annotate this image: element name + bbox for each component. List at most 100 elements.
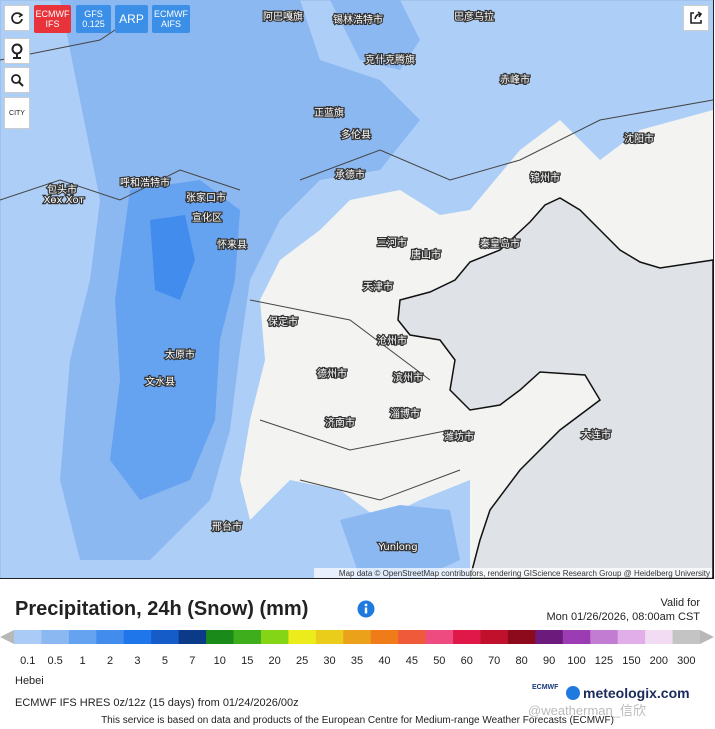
precip-core [150,215,195,300]
legend-swatch [260,630,289,644]
legend-label: 1 [80,655,86,667]
model-button[interactable]: ECMWF AIFS [152,5,190,33]
city-label: 克什克腾旗 [365,53,415,66]
city-label: 沧州市 [377,334,407,347]
city-label: 张家口市 [186,191,226,204]
share-button[interactable] [683,5,709,31]
city-label: 淄博市 [390,407,420,420]
legend-arrow-right [700,630,714,644]
model-button[interactable]: ECMWF IFS [34,5,71,33]
legend-swatch [68,630,97,644]
city-label: Хөх Хот [44,195,85,206]
city-label: 保定市 [268,315,298,328]
legend-label: 50 [433,655,445,667]
legend-label: 0.1 [20,655,35,667]
legend-swatch [507,630,536,644]
legend-swatch [14,630,42,644]
refresh-button[interactable] [4,5,30,31]
legend-label: 7 [189,655,195,667]
city-label: 潍坊市 [444,430,474,443]
city-label: 文水县 [145,375,175,388]
legend-swatch [480,630,509,644]
city-label: 天津市 [363,280,393,293]
brand-icon [566,686,580,700]
legend-swatch [233,630,262,644]
legend-label: 70 [488,655,500,667]
title: Precipitation, 24h (Snow) (mm) [15,598,309,620]
city-label: 阿巴嘎旗 [263,10,303,23]
legend: 0.1 0.5 1 2 3 5 7 10 15 20 25 30 35 40 45 50 60 70 80 90 100… [0,630,714,667]
legend-swatch [590,630,619,644]
zoom-button[interactable] [4,67,30,93]
legend-label: 10 [214,655,226,667]
notice: This service is based on data and produc… [101,715,614,726]
city-label: 锦州市 [530,171,560,184]
legend-label: 150 [622,655,640,667]
city-label: 承德市 [335,168,365,181]
legend-swatch [315,630,344,644]
zoom-icon [11,74,24,87]
precip-heavy [110,180,240,500]
city-label: 唐山市 [411,248,441,261]
legend-label: 100 [567,655,585,667]
legend-label: 35 [351,655,363,667]
city-label: 包头市 [47,183,77,196]
city-label: 宣化区 [192,211,222,224]
legend-label: 25 [296,655,308,667]
region: Hebei [15,675,44,687]
city-label: 正蓝旗 [314,106,344,119]
legend-label: 60 [461,655,473,667]
city-label: 锡林浩特市 [333,13,383,26]
city-toggle[interactable]: CITY [4,97,30,129]
city-label: 多伦县 [341,128,371,141]
legend-swatch [178,630,207,644]
legend-swatch [370,630,399,644]
legend-swatch [288,630,317,644]
legend-swatch [535,630,564,644]
legend-swatch [96,630,125,644]
sea [397,197,714,579]
legend-swatch [617,630,646,644]
city-label: 怀来县 [217,239,247,251]
model-button[interactable]: GFS 0.125 [76,5,111,33]
precip-medium [330,0,420,70]
precip-medium [340,505,460,578]
location-button[interactable] [4,38,30,64]
legend-label: 2 [107,655,113,667]
city-label: 德州市 [317,367,347,380]
ecmwf-logo: ECMWF [532,684,559,691]
legend-swatch [41,630,70,644]
city-label: 三河市 [377,236,407,249]
legend-label: 200 [650,655,668,667]
legend-swatch [398,630,427,644]
city-label: Yunlong [377,542,417,553]
legend-swatch [645,630,674,644]
valid-time: Mon 01/26/2026, 08:00am CST [546,611,700,623]
legend-label: 0.5 [48,655,63,667]
legend-label: 125 [595,655,613,667]
city-label: 滨州市 [393,371,423,384]
model-button[interactable]: ARP [115,5,148,33]
legend-label: 30 [323,655,335,667]
legend-swatch [453,630,481,644]
city-label: 济南市 [325,416,355,429]
watermark: @weatherman_信欣 [528,703,646,718]
legend-label: 45 [406,655,418,667]
legend-swatch [343,630,372,644]
legend-label: 20 [269,655,281,667]
model-run: ECMWF IFS HRES 0z/12z (15 days) from 01/… [15,697,299,709]
info-icon[interactable] [357,600,375,618]
legend-label: 3 [134,655,140,667]
legend-swatch [206,630,235,644]
legend-label: 40 [378,655,390,667]
attribution: Map data © OpenStreetMap contributors, r… [339,569,710,578]
brand: meteologix.com [583,685,690,701]
city-label: 大连市 [581,428,611,441]
legend-label: 5 [162,655,168,667]
city-label: 巴彦乌拉 [454,10,494,23]
border [0,19,714,501]
city-label: 呼和浩特市 [120,176,170,189]
